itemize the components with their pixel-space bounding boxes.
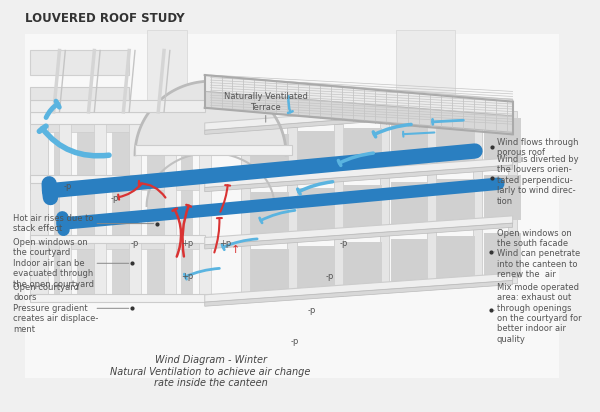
Polygon shape	[164, 124, 176, 302]
Polygon shape	[146, 249, 170, 294]
Polygon shape	[31, 294, 222, 302]
Polygon shape	[241, 130, 250, 302]
Text: Open courtyard
doors
Pressure gradient
creates air displace-
ment: Open courtyard doors Pressure gradient c…	[13, 283, 98, 334]
Polygon shape	[31, 124, 48, 302]
Text: +p: +p	[181, 272, 193, 281]
Polygon shape	[437, 236, 475, 281]
Polygon shape	[94, 124, 106, 302]
Polygon shape	[205, 165, 512, 192]
Polygon shape	[391, 182, 428, 227]
Polygon shape	[31, 124, 205, 132]
Polygon shape	[484, 176, 521, 220]
Text: -p: -p	[110, 194, 119, 203]
Text: Wind is diverted by
the louvers orien-
tated perpendicu-
larly to wind direc-
ti: Wind is diverted by the louvers orien- t…	[497, 155, 578, 206]
Polygon shape	[135, 145, 292, 155]
Polygon shape	[53, 249, 65, 294]
Polygon shape	[31, 112, 205, 124]
Polygon shape	[181, 249, 193, 294]
Polygon shape	[112, 190, 135, 235]
Text: LOUVERED ROOF STUDY: LOUVERED ROOF STUDY	[25, 12, 184, 25]
Polygon shape	[508, 111, 517, 283]
Text: Hot air rises due to
stack effect: Hot air rises due to stack effect	[13, 214, 94, 233]
Polygon shape	[391, 239, 428, 284]
Polygon shape	[112, 132, 135, 176]
Polygon shape	[146, 190, 170, 235]
Polygon shape	[31, 183, 205, 190]
Polygon shape	[427, 117, 436, 289]
Polygon shape	[205, 223, 512, 249]
Polygon shape	[181, 132, 193, 176]
Polygon shape	[205, 216, 512, 245]
Text: -p: -p	[340, 239, 349, 248]
Polygon shape	[31, 51, 129, 75]
Polygon shape	[129, 124, 141, 302]
Polygon shape	[77, 190, 100, 235]
Polygon shape	[298, 131, 335, 176]
Polygon shape	[391, 124, 428, 170]
Polygon shape	[199, 124, 211, 302]
Polygon shape	[53, 190, 65, 235]
Polygon shape	[25, 34, 559, 378]
Polygon shape	[251, 249, 289, 294]
Polygon shape	[31, 176, 205, 183]
Text: -p: -p	[325, 272, 334, 281]
Polygon shape	[181, 190, 193, 235]
Polygon shape	[77, 132, 100, 176]
Text: Open windows on
the courtyard
Indoor air can be
evacuated through
the open court: Open windows on the courtyard Indoor air…	[13, 238, 94, 288]
Polygon shape	[334, 124, 343, 296]
Polygon shape	[146, 132, 170, 176]
Polygon shape	[205, 158, 512, 187]
Polygon shape	[473, 114, 482, 286]
Polygon shape	[205, 91, 512, 132]
Polygon shape	[251, 134, 289, 179]
Text: -p: -p	[290, 337, 299, 346]
Text: ↑: ↑	[231, 245, 240, 255]
Text: -p: -p	[308, 306, 316, 315]
Polygon shape	[77, 249, 100, 294]
Polygon shape	[298, 188, 335, 234]
Polygon shape	[484, 233, 521, 278]
Polygon shape	[344, 185, 382, 230]
Polygon shape	[437, 121, 475, 166]
Text: Open windows on
the south facade
Wind can penetrate
into the canteen to
renew th: Open windows on the south facade Wind ca…	[497, 229, 580, 279]
Polygon shape	[484, 118, 521, 163]
Polygon shape	[59, 124, 71, 302]
Text: Wind flows through
porous roof: Wind flows through porous roof	[497, 138, 578, 157]
Polygon shape	[205, 281, 512, 306]
Polygon shape	[380, 120, 389, 293]
Polygon shape	[31, 87, 129, 100]
Text: -p: -p	[64, 182, 73, 191]
Text: +p: +p	[181, 239, 193, 248]
Polygon shape	[31, 235, 205, 243]
Polygon shape	[31, 243, 205, 249]
Polygon shape	[205, 75, 512, 116]
Polygon shape	[287, 127, 296, 299]
Polygon shape	[205, 273, 512, 302]
Text: -p: -p	[131, 239, 139, 248]
Polygon shape	[146, 30, 187, 116]
Polygon shape	[31, 100, 205, 112]
Polygon shape	[298, 246, 335, 291]
Polygon shape	[397, 30, 455, 108]
Text: Mix mode operated
area: exhaust out
through openings
on the courtyard for
better: Mix mode operated area: exhaust out thro…	[497, 283, 581, 344]
Polygon shape	[344, 128, 382, 173]
Text: Naturally Ventilated
Terrace: Naturally Ventilated Terrace	[224, 92, 308, 112]
Polygon shape	[344, 242, 382, 288]
Polygon shape	[251, 192, 289, 236]
Polygon shape	[205, 107, 512, 134]
Text: Wind Diagram - Winter
Natural Ventilation to achieve air change
rate inside the : Wind Diagram - Winter Natural Ventilatio…	[110, 355, 311, 389]
Polygon shape	[53, 132, 65, 176]
Polygon shape	[135, 81, 286, 155]
Polygon shape	[437, 178, 475, 224]
Text: +p: +p	[219, 239, 231, 248]
Polygon shape	[205, 100, 512, 130]
Polygon shape	[112, 249, 135, 294]
